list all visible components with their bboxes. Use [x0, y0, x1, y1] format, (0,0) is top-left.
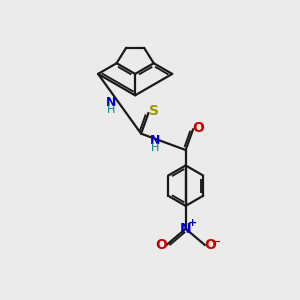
Text: N: N [180, 222, 191, 236]
Text: −: − [211, 236, 221, 249]
Text: O: O [204, 238, 216, 252]
Text: N: N [106, 96, 116, 109]
Text: N: N [150, 134, 160, 147]
Text: H: H [151, 143, 159, 153]
Text: S: S [149, 104, 159, 118]
Text: H: H [107, 105, 116, 115]
Text: +: + [188, 218, 197, 228]
Text: O: O [192, 121, 204, 135]
Text: O: O [155, 238, 167, 252]
